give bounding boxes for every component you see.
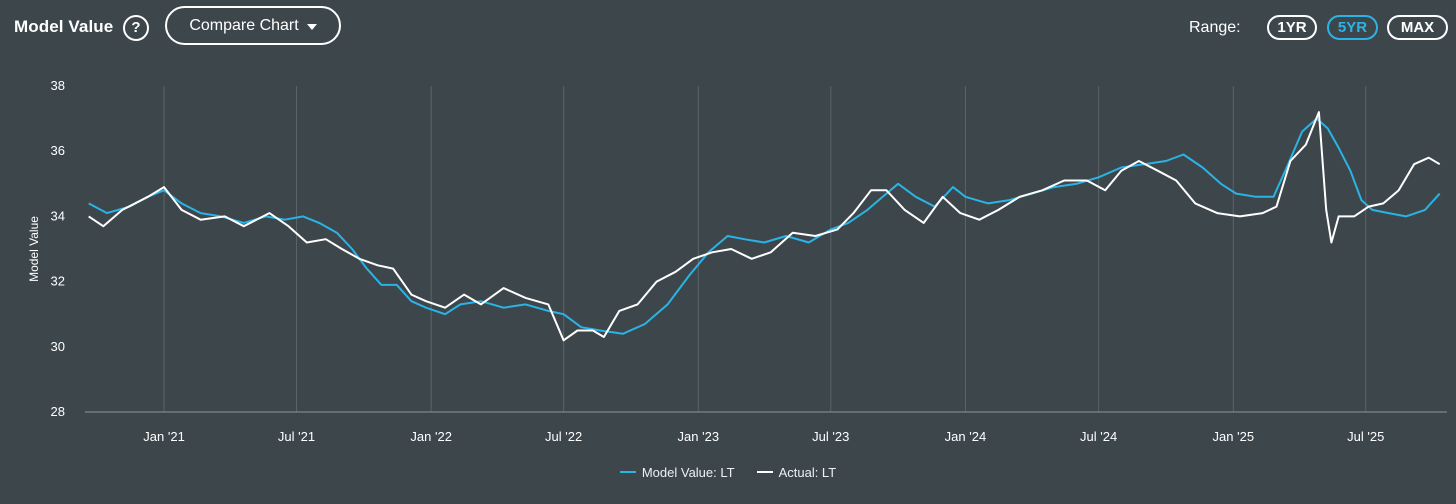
legend-item-actual[interactable]: Actual: LT <box>756 462 837 482</box>
x-tick-label: Jan '25 <box>1213 429 1255 444</box>
x-tick-label: Jan '22 <box>410 429 452 444</box>
line-chart: 28 30 32 34 36 38 Jan '21 Jul '21 Jan '22 Jul '2… <box>27 78 1447 444</box>
question-circle-icon[interactable]: ? <box>123 15 149 41</box>
legend-label-model: Model Value: LT <box>641 464 735 480</box>
x-tick-label: Jan '21 <box>143 429 185 444</box>
y-tick-label: 32 <box>51 274 65 289</box>
y-tick-label: 34 <box>51 208 65 223</box>
series-line-actual <box>88 111 1441 342</box>
grid-lines <box>85 86 1447 413</box>
legend-swatch-model <box>619 471 636 473</box>
x-tick-label: Jul '23 <box>812 429 849 444</box>
range-label: Range: <box>1189 19 1241 36</box>
range-max-button[interactable]: MAX <box>1387 15 1448 40</box>
x-tick-label: Jul '25 <box>1347 429 1384 444</box>
y-axis-ticks: 28 30 32 34 36 38 <box>51 78 65 419</box>
range-1yr-button[interactable]: 1YR <box>1267 15 1317 40</box>
series-lines <box>88 111 1441 342</box>
y-tick-label: 28 <box>51 404 65 419</box>
legend-swatch-actual <box>756 471 773 473</box>
x-tick-label: Jan '24 <box>945 429 987 444</box>
compare-chart-label: Compare Chart <box>189 16 299 34</box>
x-tick-label: Jul '24 <box>1080 429 1117 444</box>
caret-down-icon <box>306 23 317 30</box>
compare-chart-dropdown[interactable]: Compare Chart <box>165 6 341 45</box>
y-tick-label: 38 <box>51 78 65 93</box>
chart-legend: Model Value: LT Actual: LT <box>0 462 1456 482</box>
series-line-model-value <box>88 117 1441 335</box>
chart-header: Model Value ? Compare Chart Range: 1YR 5… <box>0 0 1456 56</box>
x-tick-label: Jul '21 <box>278 429 315 444</box>
legend-label-actual: Actual: LT <box>778 464 837 480</box>
range-5yr-button[interactable]: 5YR <box>1327 15 1378 40</box>
y-tick-label: 30 <box>51 339 65 354</box>
x-tick-label: Jan '23 <box>678 429 720 444</box>
legend-item-model[interactable]: Model Value: LT <box>619 462 735 482</box>
x-axis-ticks: Jan '21 Jul '21 Jan '22 Jul '22 Jan '23 Jul '… <box>143 429 1384 444</box>
x-tick-label: Jul '22 <box>545 429 582 444</box>
y-axis-label: Model Value <box>27 216 41 282</box>
chart-title: Model Value <box>14 17 114 36</box>
y-tick-label: 36 <box>51 143 65 158</box>
